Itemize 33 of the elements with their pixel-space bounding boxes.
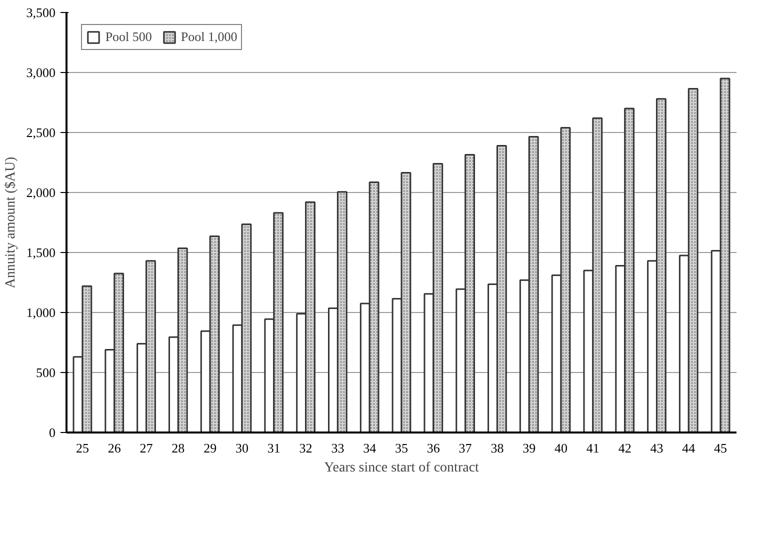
x-tick-label: 32 (299, 440, 312, 456)
x-tick-label: 35 (395, 440, 408, 456)
y-tick-label: 500 (36, 365, 56, 380)
x-tick-label: 29 (204, 440, 217, 456)
y-tick-label: 0 (49, 425, 56, 440)
x-tick-label: 30 (235, 440, 248, 456)
x-tick-label: 27 (140, 440, 154, 456)
x-tick-label: 40 (554, 440, 568, 456)
x-tick-label: 26 (108, 440, 122, 456)
y-tick-label: 2,500 (26, 125, 56, 140)
y-tick-label: 3,000 (26, 65, 56, 80)
y-tick-label: 1,000 (26, 305, 56, 320)
legend-label: Pool 500 (105, 29, 152, 45)
x-tick-label: 39 (522, 440, 536, 456)
x-tick-label: 42 (618, 440, 632, 456)
x-tick-label: 41 (586, 440, 600, 456)
legend-label: Pool 1,000 (180, 29, 238, 45)
x-tick-label: 34 (363, 440, 377, 456)
x-tick-label: 31 (267, 440, 280, 456)
y-axis-title: Annuity amount ($AU) (3, 156, 18, 288)
y-tick-label: 3,500 (26, 5, 56, 20)
x-axis-title: Years since start of contract (324, 460, 480, 476)
x-tick-label: 28 (172, 440, 185, 456)
y-tick-label: 1,500 (26, 245, 56, 260)
x-tick-label: 37 (458, 440, 472, 456)
x-tick-label: 38 (490, 440, 504, 456)
x-tick-label: 43 (650, 440, 664, 456)
x-tick-label: 44 (682, 440, 696, 456)
y-tick-label: 2,000 (26, 185, 56, 200)
x-tick-label: 25 (76, 440, 89, 456)
x-tick-label: 45 (714, 440, 728, 456)
x-tick-label: 33 (331, 440, 344, 456)
x-tick-label: 36 (426, 440, 440, 456)
